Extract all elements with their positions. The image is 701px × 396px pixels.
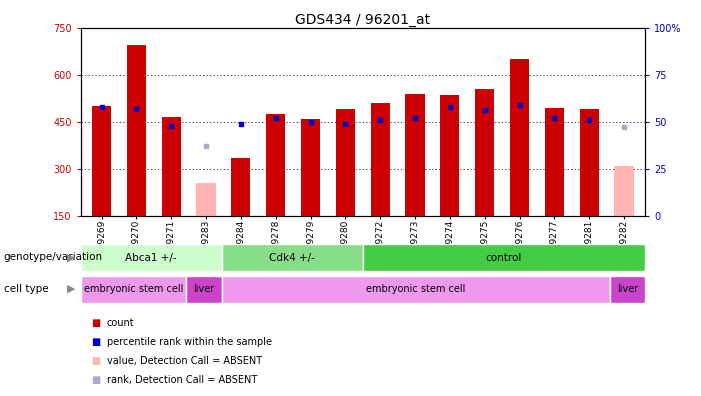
Text: ■: ■ (91, 318, 100, 328)
Text: percentile rank within the sample: percentile rank within the sample (107, 337, 271, 347)
Text: liver: liver (617, 284, 638, 295)
Bar (545, 108, 564, 216)
Text: ▶: ▶ (67, 284, 76, 294)
Text: Abca1 +/-: Abca1 +/- (125, 253, 177, 263)
Bar (162, 117, 181, 216)
Text: embryonic stem cell: embryonic stem cell (84, 284, 183, 295)
Text: ■: ■ (91, 356, 100, 366)
Text: ■: ■ (91, 375, 100, 385)
Text: Cdk4 +/-: Cdk4 +/- (269, 253, 315, 263)
Bar (266, 114, 285, 216)
Bar (186, 276, 222, 303)
Bar (475, 89, 494, 216)
Text: value, Detection Call = ABSENT: value, Detection Call = ABSENT (107, 356, 261, 366)
Bar (222, 276, 610, 303)
Bar (610, 276, 645, 303)
Bar (81, 244, 222, 271)
Bar (231, 158, 250, 216)
Title: GDS434 / 96201_at: GDS434 / 96201_at (295, 13, 430, 27)
Bar (222, 244, 363, 271)
Text: ▶: ▶ (67, 252, 76, 263)
Bar (81, 276, 186, 303)
Text: rank, Detection Call = ABSENT: rank, Detection Call = ABSENT (107, 375, 257, 385)
Text: liver: liver (193, 284, 215, 295)
Bar (301, 119, 320, 216)
Text: control: control (486, 253, 522, 263)
Text: ■: ■ (91, 337, 100, 347)
Bar (336, 109, 355, 216)
Bar (371, 103, 390, 216)
Bar (440, 95, 459, 216)
Text: cell type: cell type (4, 284, 48, 294)
Bar (127, 45, 146, 216)
Bar (580, 109, 599, 216)
Text: count: count (107, 318, 134, 328)
Bar (405, 93, 425, 216)
Text: genotype/variation: genotype/variation (4, 252, 102, 263)
Bar (196, 183, 216, 216)
Bar (510, 59, 529, 216)
Bar (92, 106, 111, 216)
Bar (363, 244, 645, 271)
Text: embryonic stem cell: embryonic stem cell (366, 284, 465, 295)
Bar (615, 166, 634, 216)
